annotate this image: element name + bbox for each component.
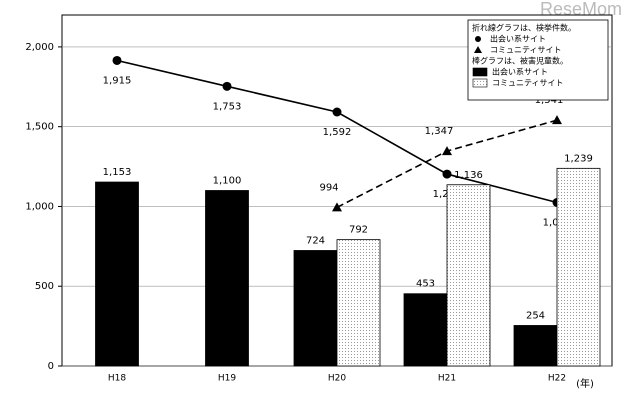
x-unit: (年): [576, 377, 594, 390]
line-value-label: 994: [319, 182, 338, 193]
bar-value-label: 453: [416, 279, 435, 290]
y-tick-label: 2,000: [25, 42, 54, 53]
legend-label: 出会い系サイト: [492, 67, 548, 77]
bar-value-label: 254: [526, 310, 545, 321]
line-value-label: 1,592: [323, 127, 352, 138]
line-marker: [222, 81, 232, 91]
line-marker: [552, 115, 562, 125]
line-marker: [442, 169, 452, 179]
legend-swatch: [472, 67, 488, 77]
legend-label: コミュニティサイト: [492, 79, 564, 88]
y-tick-label: 1,500: [25, 122, 54, 133]
bar: [205, 190, 249, 367]
legend-heading: 棒グラフは、被害児童数。: [472, 56, 568, 66]
x-tick-label: H20: [328, 374, 346, 384]
y-tick-label: 1,000: [25, 201, 54, 212]
line-marker: [332, 107, 342, 117]
bar: [556, 167, 601, 367]
x-tick-label: H22: [548, 374, 566, 384]
bar-value-label: 1,136: [454, 170, 483, 181]
bar: [336, 239, 381, 367]
legend-label: 出会い系サイト: [490, 34, 546, 44]
bar: [95, 181, 139, 367]
y-tick-label: 0: [48, 361, 54, 372]
legend-swatch: [472, 78, 488, 88]
line-value-label: 1,915: [103, 75, 132, 86]
line-value-label: 1,347: [425, 126, 454, 137]
bar: [293, 250, 338, 367]
line-marker: [442, 146, 452, 156]
bar-value-label: 1,239: [564, 153, 593, 164]
legend-box: [467, 19, 609, 101]
legend-heading: 折れ線グラフは、検挙件数。: [472, 23, 576, 33]
watermark: ReseMom: [540, 0, 622, 19]
bar-value-label: 1,153: [103, 167, 132, 178]
line-marker: [112, 55, 122, 65]
legend-marker: [475, 36, 481, 42]
bar: [513, 325, 558, 367]
legend-marker: [474, 46, 482, 53]
y-tick-label: 500: [35, 281, 54, 292]
x-tick-label: H18: [108, 374, 126, 384]
x-tick-label: H21: [438, 374, 456, 384]
bar-value-label: 792: [349, 225, 368, 236]
x-tick-label: H19: [218, 374, 236, 384]
line-marker: [332, 202, 342, 212]
line-value-label: 1,541: [535, 95, 564, 106]
bar-value-label: 724: [306, 235, 325, 246]
line-value-label: 1,753: [213, 101, 242, 112]
bar-value-label: 1,100: [213, 176, 242, 187]
bar: [446, 184, 491, 367]
bar: [403, 293, 448, 367]
legend-label: コミュニティサイト: [490, 46, 562, 55]
